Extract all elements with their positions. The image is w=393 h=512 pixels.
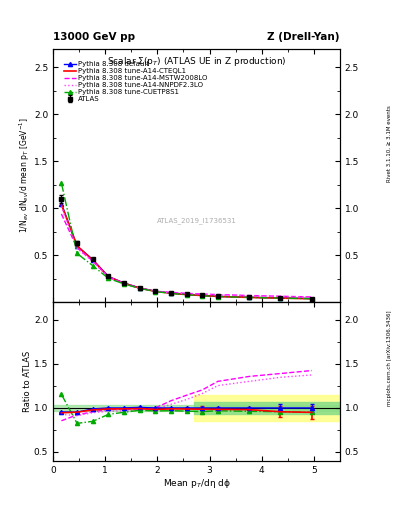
- Text: Z (Drell-Yan): Z (Drell-Yan): [268, 32, 340, 42]
- Pythia 8.308 tune-A14-CTEQL1: [106, 273, 111, 280]
- Pythia 8.308 tune-A14-NNPDF2.3LO: [278, 293, 283, 300]
- Pythia 8.308 tune-CUETP8S1: [75, 250, 79, 257]
- Pythia 8.308 tune-A14-CTEQL1: [215, 293, 220, 300]
- Pythia 8.308 tune-A14-CTEQL1: [278, 295, 283, 301]
- Pythia 8.308 tune-A14-CTEQL1: [309, 295, 314, 302]
- Y-axis label: Ratio to ATLAS: Ratio to ATLAS: [24, 351, 33, 412]
- Pythia 8.308 tune-A14-MSTW2008LO: [200, 291, 205, 297]
- Y-axis label: 1/N$_{ev}$ dN$_{ev}$/d mean p$_T$ [GeV$^{-1}$]: 1/N$_{ev}$ dN$_{ev}$/d mean p$_T$ [GeV$^…: [18, 118, 33, 233]
- Pythia 8.308 tune-CUETP8S1: [153, 288, 158, 294]
- Pythia 8.308 tune-CUETP8S1: [59, 180, 64, 186]
- Pythia 8.308 default: [153, 288, 158, 294]
- Pythia 8.308 tune-A14-NNPDF2.3LO: [59, 203, 64, 209]
- Pythia 8.308 default: [59, 201, 64, 207]
- Pythia 8.308 default: [278, 295, 283, 301]
- Pythia 8.308 tune-A14-CTEQL1: [122, 280, 127, 286]
- Pythia 8.308 tune-A14-NNPDF2.3LO: [169, 290, 173, 296]
- Pythia 8.308 tune-A14-CTEQL1: [90, 257, 95, 263]
- Pythia 8.308 tune-A14-NNPDF2.3LO: [90, 259, 95, 265]
- Pythia 8.308 tune-A14-NNPDF2.3LO: [215, 292, 220, 298]
- Pythia 8.308 tune-A14-MSTW2008LO: [169, 289, 173, 295]
- Pythia 8.308 tune-A14-CTEQL1: [169, 290, 173, 296]
- Line: Pythia 8.308 default: Pythia 8.308 default: [59, 202, 314, 301]
- Pythia 8.308 tune-A14-NNPDF2.3LO: [200, 291, 205, 297]
- Pythia 8.308 tune-A14-MSTW2008LO: [75, 245, 79, 251]
- Pythia 8.308 tune-A14-MSTW2008LO: [247, 292, 252, 298]
- Pythia 8.308 tune-A14-MSTW2008LO: [59, 211, 64, 217]
- Pythia 8.308 tune-A14-NNPDF2.3LO: [184, 291, 189, 297]
- Line: Pythia 8.308 tune-CUETP8S1: Pythia 8.308 tune-CUETP8S1: [59, 181, 314, 301]
- Text: Scalar Σ(p$_T$) (ATLAS UE in Z production): Scalar Σ(p$_T$) (ATLAS UE in Z productio…: [107, 55, 286, 68]
- Legend: Pythia 8.308 default, Pythia 8.308 tune-A14-CTEQL1, Pythia 8.308 tune-A14-MSTW20: Pythia 8.308 default, Pythia 8.308 tune-…: [61, 58, 210, 105]
- X-axis label: Mean p$_T$/dη dϕ: Mean p$_T$/dη dϕ: [163, 477, 230, 490]
- Pythia 8.308 default: [200, 292, 205, 298]
- Pythia 8.308 default: [137, 285, 142, 291]
- Pythia 8.308 tune-A14-CTEQL1: [59, 202, 64, 208]
- Pythia 8.308 default: [247, 294, 252, 301]
- Pythia 8.308 default: [90, 257, 95, 263]
- Pythia 8.308 default: [309, 295, 314, 302]
- Pythia 8.308 default: [106, 273, 111, 280]
- Pythia 8.308 tune-A14-MSTW2008LO: [122, 280, 127, 286]
- Pythia 8.308 tune-A14-MSTW2008LO: [278, 293, 283, 300]
- Line: Pythia 8.308 tune-A14-MSTW2008LO: Pythia 8.308 tune-A14-MSTW2008LO: [61, 214, 312, 297]
- Pythia 8.308 tune-CUETP8S1: [247, 294, 252, 301]
- Pythia 8.308 tune-CUETP8S1: [309, 295, 314, 302]
- Pythia 8.308 tune-A14-MSTW2008LO: [137, 285, 142, 291]
- Pythia 8.308 tune-CUETP8S1: [106, 275, 111, 282]
- Pythia 8.308 tune-A14-NNPDF2.3LO: [106, 274, 111, 281]
- Pythia 8.308 tune-CUETP8S1: [215, 293, 220, 300]
- Pythia 8.308 tune-CUETP8S1: [122, 281, 127, 287]
- Pythia 8.308 tune-A14-MSTW2008LO: [184, 290, 189, 296]
- Pythia 8.308 tune-A14-NNPDF2.3LO: [75, 245, 79, 251]
- Pythia 8.308 tune-CUETP8S1: [169, 290, 173, 296]
- Pythia 8.308 tune-CUETP8S1: [90, 263, 95, 269]
- Pythia 8.308 tune-A14-CTEQL1: [247, 294, 252, 301]
- Pythia 8.308 tune-A14-CTEQL1: [200, 292, 205, 298]
- Pythia 8.308 tune-CUETP8S1: [184, 292, 189, 298]
- Text: ATLAS_2019_I1736531: ATLAS_2019_I1736531: [156, 218, 237, 224]
- Pythia 8.308 tune-CUETP8S1: [137, 285, 142, 291]
- Pythia 8.308 tune-CUETP8S1: [278, 295, 283, 301]
- Pythia 8.308 default: [184, 291, 189, 297]
- Pythia 8.308 tune-A14-NNPDF2.3LO: [247, 293, 252, 299]
- Pythia 8.308 tune-A14-MSTW2008LO: [309, 294, 314, 300]
- Pythia 8.308 tune-A14-MSTW2008LO: [106, 274, 111, 280]
- Text: Rivet 3.1.10, ≥ 3.1M events: Rivet 3.1.10, ≥ 3.1M events: [387, 105, 392, 182]
- Line: Pythia 8.308 tune-A14-CTEQL1: Pythia 8.308 tune-A14-CTEQL1: [61, 205, 312, 298]
- Pythia 8.308 tune-A14-NNPDF2.3LO: [122, 281, 127, 287]
- Pythia 8.308 default: [75, 243, 79, 249]
- Pythia 8.308 default: [169, 290, 173, 296]
- Pythia 8.308 tune-A14-NNPDF2.3LO: [153, 288, 158, 294]
- Line: Pythia 8.308 tune-A14-NNPDF2.3LO: Pythia 8.308 tune-A14-NNPDF2.3LO: [61, 206, 312, 297]
- Pythia 8.308 tune-A14-CTEQL1: [184, 291, 189, 297]
- Pythia 8.308 tune-A14-NNPDF2.3LO: [309, 294, 314, 300]
- Pythia 8.308 tune-A14-MSTW2008LO: [153, 288, 158, 294]
- Text: mcplots.cern.ch [arXiv:1306.3436]: mcplots.cern.ch [arXiv:1306.3436]: [387, 311, 392, 406]
- Pythia 8.308 tune-A14-CTEQL1: [153, 288, 158, 294]
- Pythia 8.308 default: [122, 280, 127, 286]
- Text: 13000 GeV pp: 13000 GeV pp: [53, 32, 135, 42]
- Pythia 8.308 tune-A14-NNPDF2.3LO: [137, 285, 142, 291]
- Pythia 8.308 default: [215, 293, 220, 300]
- Pythia 8.308 tune-A14-CTEQL1: [75, 243, 79, 249]
- Pythia 8.308 tune-A14-CTEQL1: [137, 285, 142, 291]
- Pythia 8.308 tune-A14-MSTW2008LO: [215, 291, 220, 297]
- Pythia 8.308 tune-A14-MSTW2008LO: [90, 258, 95, 264]
- Pythia 8.308 tune-CUETP8S1: [200, 293, 205, 299]
